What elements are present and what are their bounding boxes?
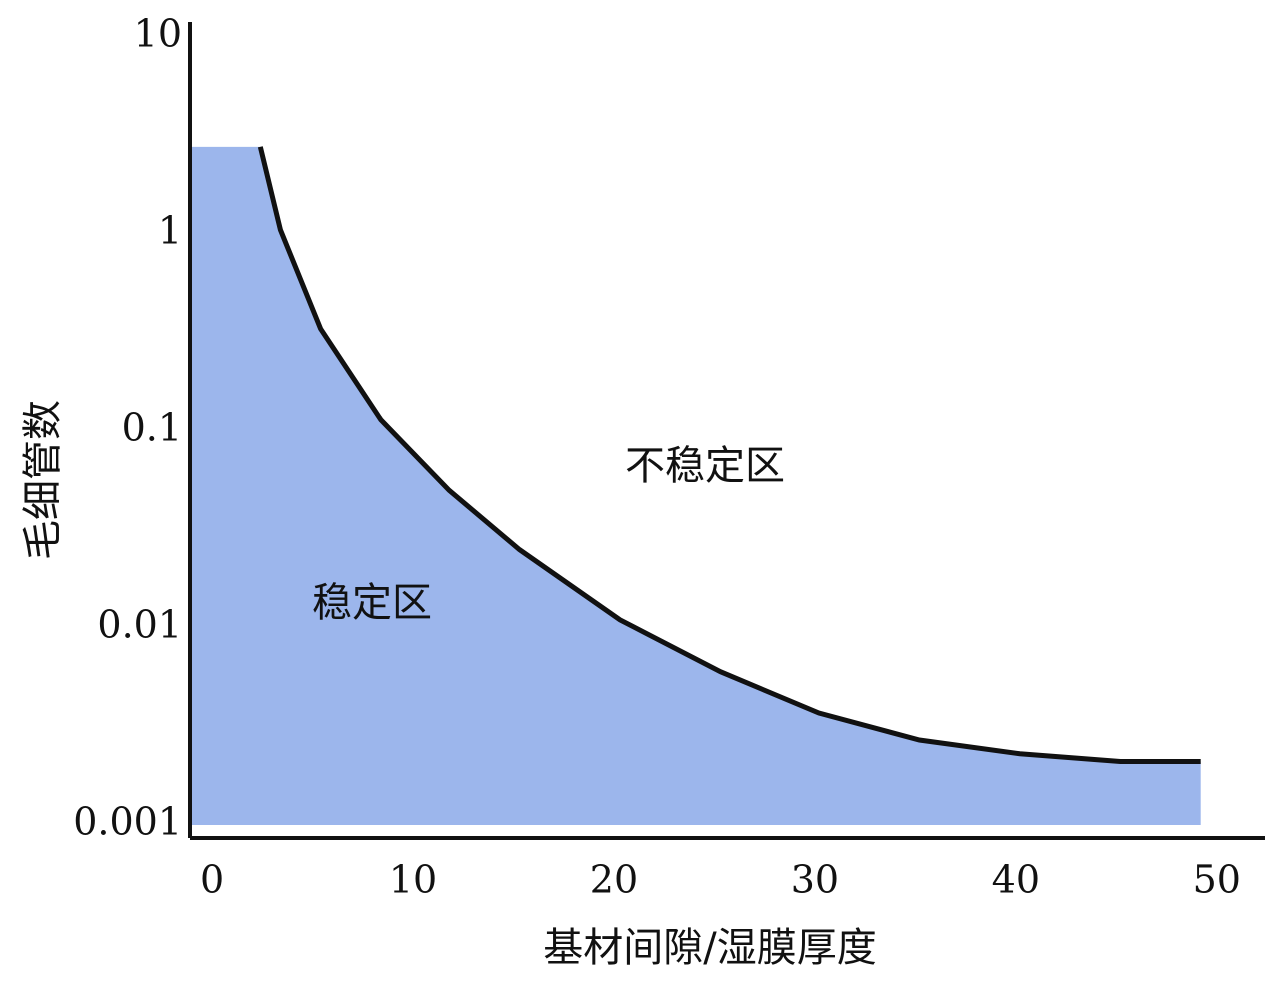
- area: [190, 146, 1201, 825]
- region-label: 稳定区: [312, 580, 432, 626]
- x-tick-label: 0: [200, 858, 224, 902]
- x-tick-label: 10: [389, 858, 437, 902]
- x-tick-label: 50: [1193, 858, 1241, 902]
- x-axis-title: 基材间隙/湿膜厚度: [543, 925, 876, 971]
- y-tick-label: 0.01: [97, 603, 182, 647]
- y-tick-label: 0.001: [73, 800, 182, 844]
- region-label: 不稳定区: [625, 443, 785, 489]
- y-tick-label: 1: [158, 209, 182, 253]
- y-tick-label: 0.1: [122, 406, 182, 450]
- x-tick-label: 20: [590, 858, 638, 902]
- x-tick-label: 30: [791, 858, 839, 902]
- boundary-line: [257, 146, 1201, 765]
- x-tick-label: 40: [992, 858, 1040, 902]
- y-tick-label: 10: [134, 12, 182, 56]
- y-axis-title: 毛细管数: [20, 400, 66, 560]
